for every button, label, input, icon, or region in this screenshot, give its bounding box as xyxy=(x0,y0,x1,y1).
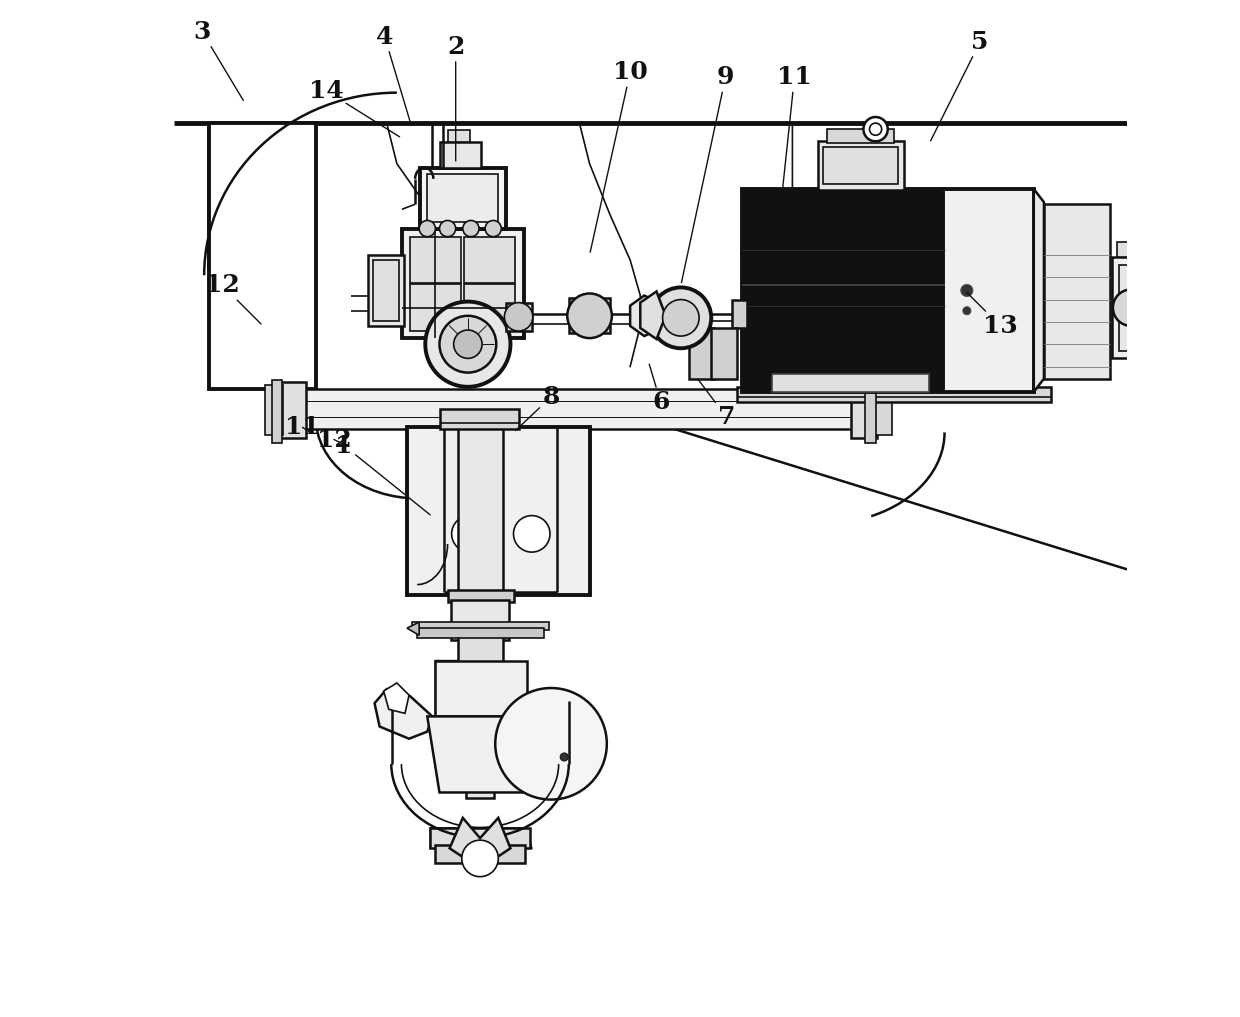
Circle shape xyxy=(869,123,882,135)
Text: 5: 5 xyxy=(930,29,988,141)
Bar xyxy=(448,130,470,142)
Bar xyxy=(435,661,527,716)
Circle shape xyxy=(439,316,496,372)
Circle shape xyxy=(513,516,551,552)
Bar xyxy=(851,381,877,437)
Circle shape xyxy=(463,221,479,237)
Bar xyxy=(464,285,515,331)
Polygon shape xyxy=(1034,189,1044,392)
Circle shape xyxy=(560,753,568,761)
Circle shape xyxy=(461,840,498,877)
Bar xyxy=(450,600,510,641)
Text: 10: 10 xyxy=(590,60,647,252)
Bar xyxy=(265,384,283,435)
Text: 7: 7 xyxy=(698,379,735,429)
Bar xyxy=(417,629,544,639)
Polygon shape xyxy=(630,296,661,336)
Bar xyxy=(435,845,525,863)
Bar xyxy=(272,379,283,442)
Text: 9: 9 xyxy=(682,65,734,283)
Bar xyxy=(448,590,513,602)
Bar xyxy=(428,174,498,223)
Bar xyxy=(689,327,714,378)
Circle shape xyxy=(961,285,973,297)
Polygon shape xyxy=(383,683,409,713)
Text: 11: 11 xyxy=(777,65,812,189)
Bar xyxy=(942,189,1034,392)
Text: 12: 12 xyxy=(316,427,351,452)
Text: 4: 4 xyxy=(376,24,412,125)
Text: 14: 14 xyxy=(309,78,399,137)
Bar xyxy=(407,427,589,595)
Bar xyxy=(430,828,529,848)
Bar xyxy=(402,229,523,338)
Polygon shape xyxy=(450,818,511,869)
Bar xyxy=(737,386,1052,402)
Circle shape xyxy=(485,221,501,237)
Text: 12: 12 xyxy=(205,274,262,324)
Polygon shape xyxy=(657,296,686,336)
Text: 6: 6 xyxy=(650,364,670,414)
Circle shape xyxy=(1114,290,1149,325)
Bar xyxy=(372,260,399,321)
Text: 2: 2 xyxy=(446,35,465,161)
Bar xyxy=(866,379,875,442)
Text: 3: 3 xyxy=(193,19,243,101)
Text: 8: 8 xyxy=(516,385,559,430)
Circle shape xyxy=(505,303,533,331)
Bar xyxy=(420,168,506,229)
Bar xyxy=(817,141,904,190)
Bar xyxy=(873,384,892,435)
Bar xyxy=(210,123,316,388)
Bar xyxy=(410,237,461,284)
Bar xyxy=(440,409,518,429)
Bar xyxy=(466,718,495,797)
Bar xyxy=(742,189,945,392)
Circle shape xyxy=(454,330,482,358)
Polygon shape xyxy=(407,622,419,636)
Bar xyxy=(280,381,305,437)
Bar xyxy=(1044,204,1110,378)
Bar xyxy=(1117,242,1147,257)
Circle shape xyxy=(439,221,455,237)
Bar xyxy=(410,285,461,331)
Bar xyxy=(300,388,853,429)
Circle shape xyxy=(495,689,606,799)
Circle shape xyxy=(451,516,489,552)
Bar xyxy=(773,373,929,392)
Bar xyxy=(506,303,532,331)
Bar xyxy=(458,636,503,666)
Text: 11: 11 xyxy=(285,415,320,439)
Bar xyxy=(458,412,503,595)
Text: 13: 13 xyxy=(967,293,1018,338)
Bar xyxy=(440,142,481,168)
Text: 1: 1 xyxy=(336,433,430,515)
Bar xyxy=(732,300,746,327)
Polygon shape xyxy=(430,828,532,848)
Bar xyxy=(1118,265,1145,351)
Circle shape xyxy=(863,117,888,141)
Bar xyxy=(1112,257,1152,358)
Circle shape xyxy=(651,288,712,348)
Polygon shape xyxy=(640,292,666,339)
Bar xyxy=(823,147,898,184)
Polygon shape xyxy=(374,690,433,738)
Bar xyxy=(464,237,515,284)
Circle shape xyxy=(425,302,511,386)
Bar xyxy=(569,298,610,333)
Circle shape xyxy=(962,307,971,315)
Bar xyxy=(412,622,549,631)
Polygon shape xyxy=(428,716,533,792)
Circle shape xyxy=(662,300,699,336)
Circle shape xyxy=(567,294,611,338)
Circle shape xyxy=(419,221,435,237)
Bar xyxy=(712,327,737,378)
Bar xyxy=(827,129,894,143)
Polygon shape xyxy=(435,661,527,716)
Bar xyxy=(368,255,404,325)
